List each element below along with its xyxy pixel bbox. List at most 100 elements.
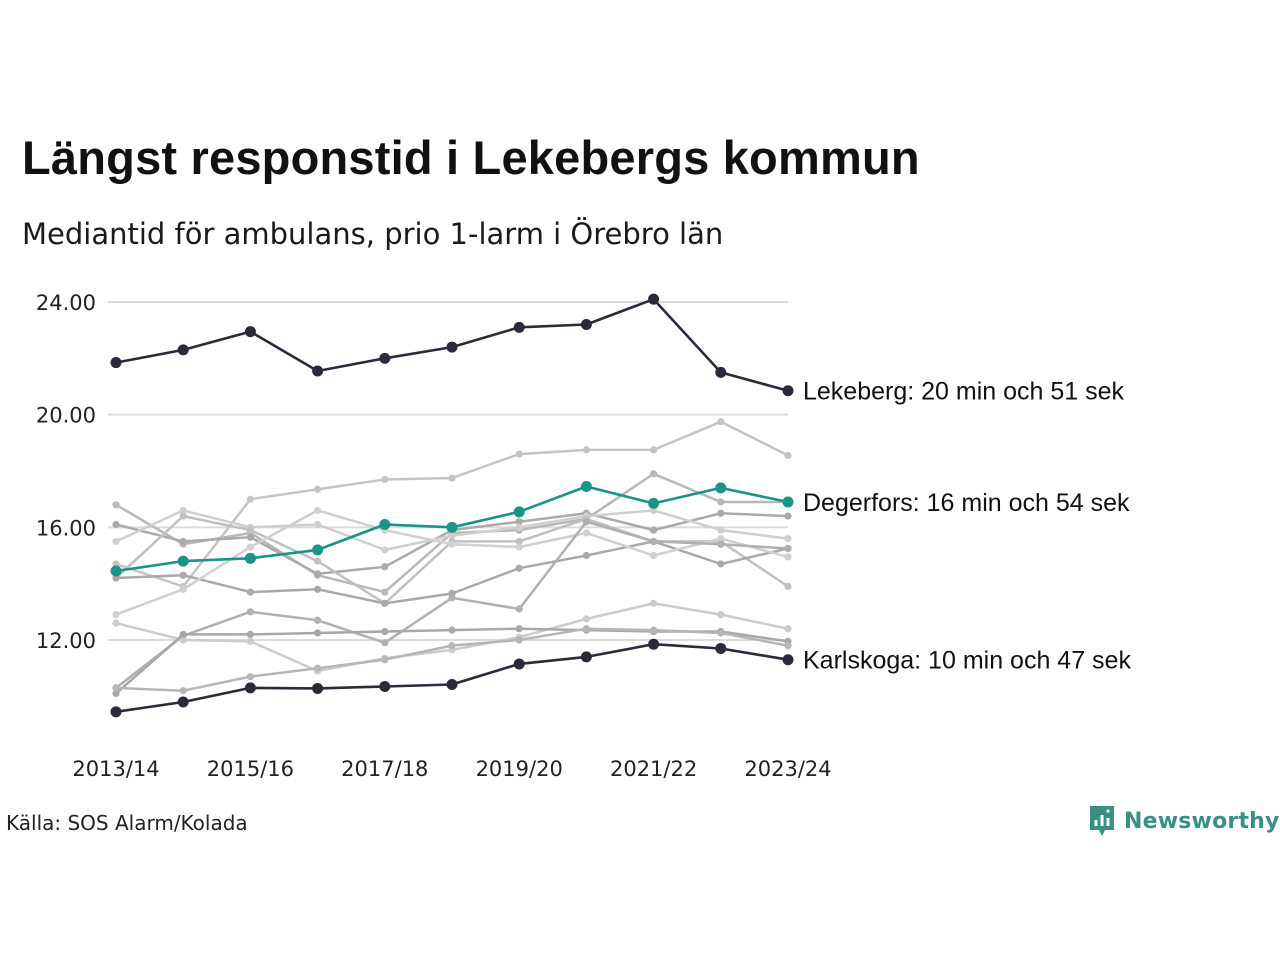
data-point xyxy=(784,553,792,561)
data-point xyxy=(784,582,792,591)
data-point xyxy=(650,446,658,454)
data-point xyxy=(784,544,792,553)
series-label-karlskoga: Karlskoga: 10 min och 47 sek xyxy=(803,647,1131,675)
data-point xyxy=(177,344,189,356)
chart-subtitle: Mediantid för ambulans, prio 1-larm i Ör… xyxy=(22,217,724,251)
data-point xyxy=(314,616,322,624)
data-point xyxy=(715,482,727,494)
data-point xyxy=(110,565,122,577)
y-tick-label: 20.00 xyxy=(36,404,96,428)
data-point xyxy=(177,555,189,567)
data-point xyxy=(717,498,725,506)
data-point xyxy=(110,357,122,369)
data-point xyxy=(112,689,120,698)
data-point xyxy=(582,518,591,526)
data-point xyxy=(314,570,322,578)
data-point xyxy=(582,446,591,454)
data-point xyxy=(312,544,324,556)
data-point xyxy=(717,611,725,619)
series-line xyxy=(114,602,790,673)
data-point xyxy=(244,552,256,564)
data-point xyxy=(580,480,592,492)
y-tick-label: 12.00 xyxy=(36,629,96,653)
data-point xyxy=(515,564,523,572)
data-point xyxy=(650,470,658,478)
series-label-lekeberg: Lekeberg: 20 min och 51 sek xyxy=(803,378,1125,406)
background-series xyxy=(112,418,792,698)
data-point xyxy=(112,520,120,529)
data-point xyxy=(782,654,794,666)
x-tick-label: 2023/24 xyxy=(744,757,831,781)
data-point xyxy=(717,535,725,543)
data-point xyxy=(246,543,254,551)
data-point xyxy=(112,537,120,546)
data-point xyxy=(515,537,523,546)
data-point xyxy=(312,682,324,694)
data-point xyxy=(715,366,727,378)
data-point xyxy=(648,638,660,650)
data-point xyxy=(717,418,725,426)
data-point xyxy=(448,626,456,634)
data-point xyxy=(179,537,187,546)
data-point xyxy=(650,599,658,607)
data-point xyxy=(246,533,254,541)
data-point xyxy=(582,625,591,633)
data-point xyxy=(112,560,120,568)
data-point xyxy=(648,497,660,509)
background-series-line xyxy=(112,506,792,619)
data-point xyxy=(513,658,525,670)
data-point xyxy=(650,506,658,515)
newsworthy-logo: Newsworthy xyxy=(1088,804,1280,838)
data-point xyxy=(448,594,456,602)
data-point xyxy=(784,625,792,633)
data-point xyxy=(446,521,458,533)
data-point xyxy=(246,495,254,503)
data-point xyxy=(246,673,254,681)
line-chart: 12.00 16.00 20.00 24.00 2013/14 2015/16 2017/… xyxy=(36,291,1132,781)
data-point xyxy=(177,696,189,708)
data-point xyxy=(381,563,389,571)
series-karlskoga xyxy=(110,638,794,718)
data-point xyxy=(381,475,389,484)
series-labels: Lekeberg: 20 min och 51 sek Degerfors: 16… xyxy=(803,378,1131,675)
background-series-line xyxy=(112,599,792,675)
data-point xyxy=(246,526,254,534)
data-point xyxy=(515,450,523,458)
series-degerfors xyxy=(110,480,794,577)
data-point xyxy=(314,557,322,565)
data-point xyxy=(582,529,591,537)
data-point xyxy=(246,637,254,646)
data-point xyxy=(582,615,591,623)
data-point xyxy=(179,571,187,579)
data-point xyxy=(246,588,254,596)
data-point xyxy=(314,506,322,515)
data-point xyxy=(717,540,725,548)
data-point xyxy=(515,543,523,551)
data-point xyxy=(448,474,456,482)
series-line xyxy=(114,642,790,714)
y-tick-label: 24.00 xyxy=(36,291,96,315)
background-series-line xyxy=(112,418,792,591)
data-point xyxy=(515,625,523,633)
data-point xyxy=(717,509,725,517)
data-point xyxy=(381,656,389,664)
data-point xyxy=(110,706,122,718)
data-point xyxy=(446,341,458,353)
data-point xyxy=(246,630,254,638)
data-point xyxy=(379,680,391,692)
x-tick-label: 2019/20 xyxy=(476,757,563,781)
data-point xyxy=(515,518,523,526)
data-point xyxy=(513,321,525,333)
chart-title: Längst responstid i Lekebergs kommun xyxy=(22,131,920,184)
data-point xyxy=(515,636,523,644)
data-point xyxy=(580,319,592,331)
data-point xyxy=(381,546,389,554)
data-point xyxy=(314,485,322,493)
data-point xyxy=(112,611,120,619)
data-point xyxy=(314,629,322,637)
data-point xyxy=(244,682,256,694)
data-point xyxy=(179,687,187,695)
data-point xyxy=(784,512,792,520)
data-point xyxy=(112,684,120,692)
data-point xyxy=(379,519,391,531)
